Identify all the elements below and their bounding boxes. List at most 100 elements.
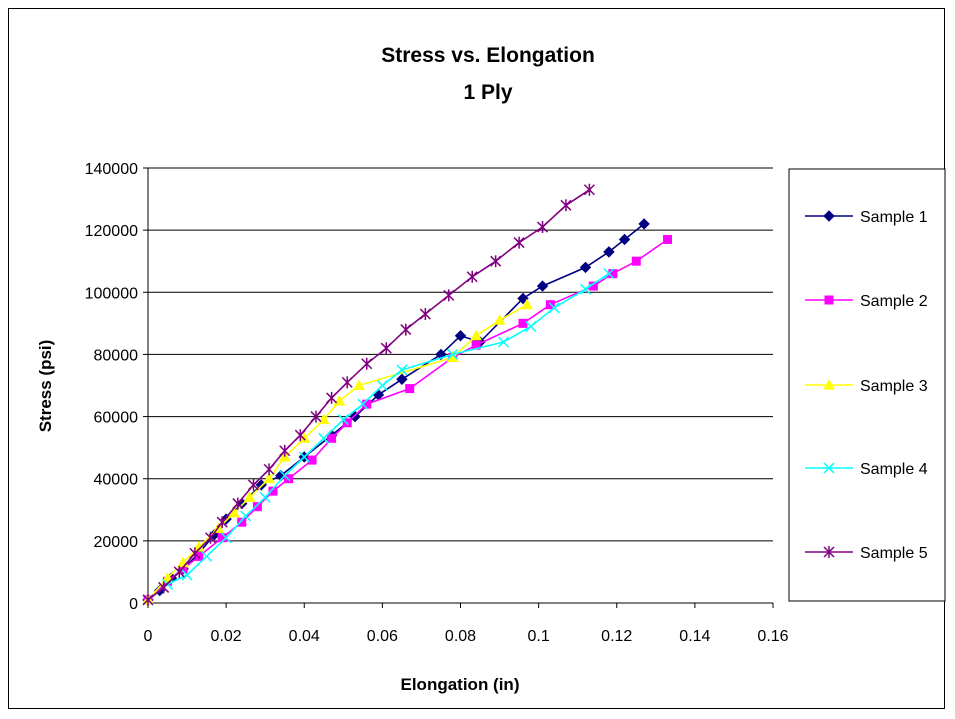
series-4-point <box>220 532 232 544</box>
series-4-point <box>579 283 592 295</box>
series-5-point <box>583 183 595 196</box>
series-5-point <box>400 323 412 336</box>
legend-label: Sample 2 <box>860 293 928 310</box>
series-4-point <box>497 336 509 348</box>
series-5-point <box>279 444 291 457</box>
series-2-point <box>252 502 262 512</box>
series-2-point <box>663 234 673 244</box>
series-1-line <box>147 223 645 601</box>
y-axis-title: Stress (psi) <box>36 340 55 433</box>
y-tick-label: 40000 <box>94 472 139 489</box>
x-tick-label: 0.02 <box>211 628 242 645</box>
legend: Sample 1 Sample 2 Sample 3 Sample 4 Sample 5 <box>788 168 946 602</box>
series-4-point <box>318 432 330 444</box>
series-5-point <box>189 547 201 560</box>
series-3-point <box>521 298 533 310</box>
series-5-point <box>173 565 185 578</box>
series-2-point <box>268 486 278 496</box>
series-4-point <box>279 470 291 482</box>
series-5-point <box>158 581 170 594</box>
legend-label: Sample 3 <box>860 378 928 395</box>
series-2-point <box>631 256 641 266</box>
series-5-point <box>247 478 259 491</box>
series-2-point <box>327 433 337 443</box>
series-1-point <box>349 410 361 423</box>
series-3-point <box>263 472 275 484</box>
series-1-point <box>454 330 467 342</box>
x-tick-label: 0 <box>144 628 153 645</box>
series-3-point <box>298 432 311 443</box>
series-5-point <box>419 308 431 321</box>
series-3-point <box>243 491 256 502</box>
series-5-point <box>294 429 306 442</box>
series-2-point <box>405 384 415 394</box>
series-5-point <box>341 376 353 389</box>
x-tick-label: 0.04 <box>289 628 320 645</box>
chart-subtitle: 1 Ply <box>463 81 512 104</box>
y-tick-label: 140000 <box>85 161 138 178</box>
y-tick-label: 100000 <box>85 285 138 302</box>
series-5-point <box>232 497 244 510</box>
x-tick-label: 0.08 <box>445 628 476 645</box>
series-5-point <box>263 463 275 476</box>
series-4-point <box>201 550 213 562</box>
series-3-point <box>493 314 506 325</box>
series-4-point <box>447 348 459 360</box>
legend-swatch-marker <box>823 210 835 222</box>
series-3-point <box>161 572 174 583</box>
series-3-point <box>333 395 346 406</box>
series-5-point <box>380 342 392 355</box>
series-1-point <box>517 292 529 305</box>
x-tick-label: 0.14 <box>679 628 710 645</box>
series-4-line <box>147 272 610 601</box>
series-1-point <box>618 233 631 246</box>
series-5-point <box>560 199 572 212</box>
y-tick-label: 120000 <box>85 223 138 240</box>
series-4-point <box>376 379 388 392</box>
series-5-point <box>443 289 455 302</box>
series-3-point <box>353 379 365 390</box>
series-3-point <box>470 329 482 341</box>
series-5-point <box>361 357 373 370</box>
series-1-point <box>603 246 615 258</box>
y-tick-label: 60000 <box>94 410 139 427</box>
legend-swatch-marker <box>823 546 835 558</box>
y-tick-label: 80000 <box>94 347 139 364</box>
series-5-point <box>310 410 322 423</box>
series-1-point <box>579 261 592 274</box>
legend-label: Sample 1 <box>860 209 928 226</box>
y-tick-label: 0 <box>129 596 138 613</box>
plot-area: 0 20000 40000 60000 80000 100000 120000 140000 0… <box>85 161 789 645</box>
series-2-point <box>307 455 317 465</box>
legend-swatch-marker <box>823 462 835 474</box>
series-4-point <box>525 320 537 332</box>
x-tick-label: 0.06 <box>367 628 398 645</box>
x-tick-label: 0.12 <box>601 628 632 645</box>
series-4-point <box>259 491 271 503</box>
series-4-point <box>396 364 408 376</box>
series-5-point <box>537 221 549 234</box>
series-5-point <box>326 391 338 404</box>
series-4-point <box>240 510 252 522</box>
series-2-point <box>518 318 528 328</box>
series-4-point <box>603 268 615 280</box>
legend-label: Sample 4 <box>860 461 928 478</box>
series-5-point <box>216 516 228 529</box>
series-5-point <box>466 270 478 283</box>
legend-swatch-marker <box>824 295 834 305</box>
series-1-point <box>638 218 650 230</box>
series-4-point <box>357 398 369 410</box>
series-4-point <box>337 414 349 426</box>
chart-title: Stress vs. Elongation <box>381 44 595 67</box>
x-tick-label: 0.16 <box>757 628 788 645</box>
series-5-point <box>142 593 154 606</box>
series-2-point <box>237 517 247 527</box>
x-tick-label: 0.1 <box>528 628 550 645</box>
legend-swatch-marker <box>823 378 835 390</box>
series-4-point <box>548 302 560 314</box>
legend-label: Sample 5 <box>860 545 928 562</box>
series-2-line <box>147 238 668 601</box>
series-1-point <box>536 280 549 292</box>
series-5-point <box>513 236 525 249</box>
